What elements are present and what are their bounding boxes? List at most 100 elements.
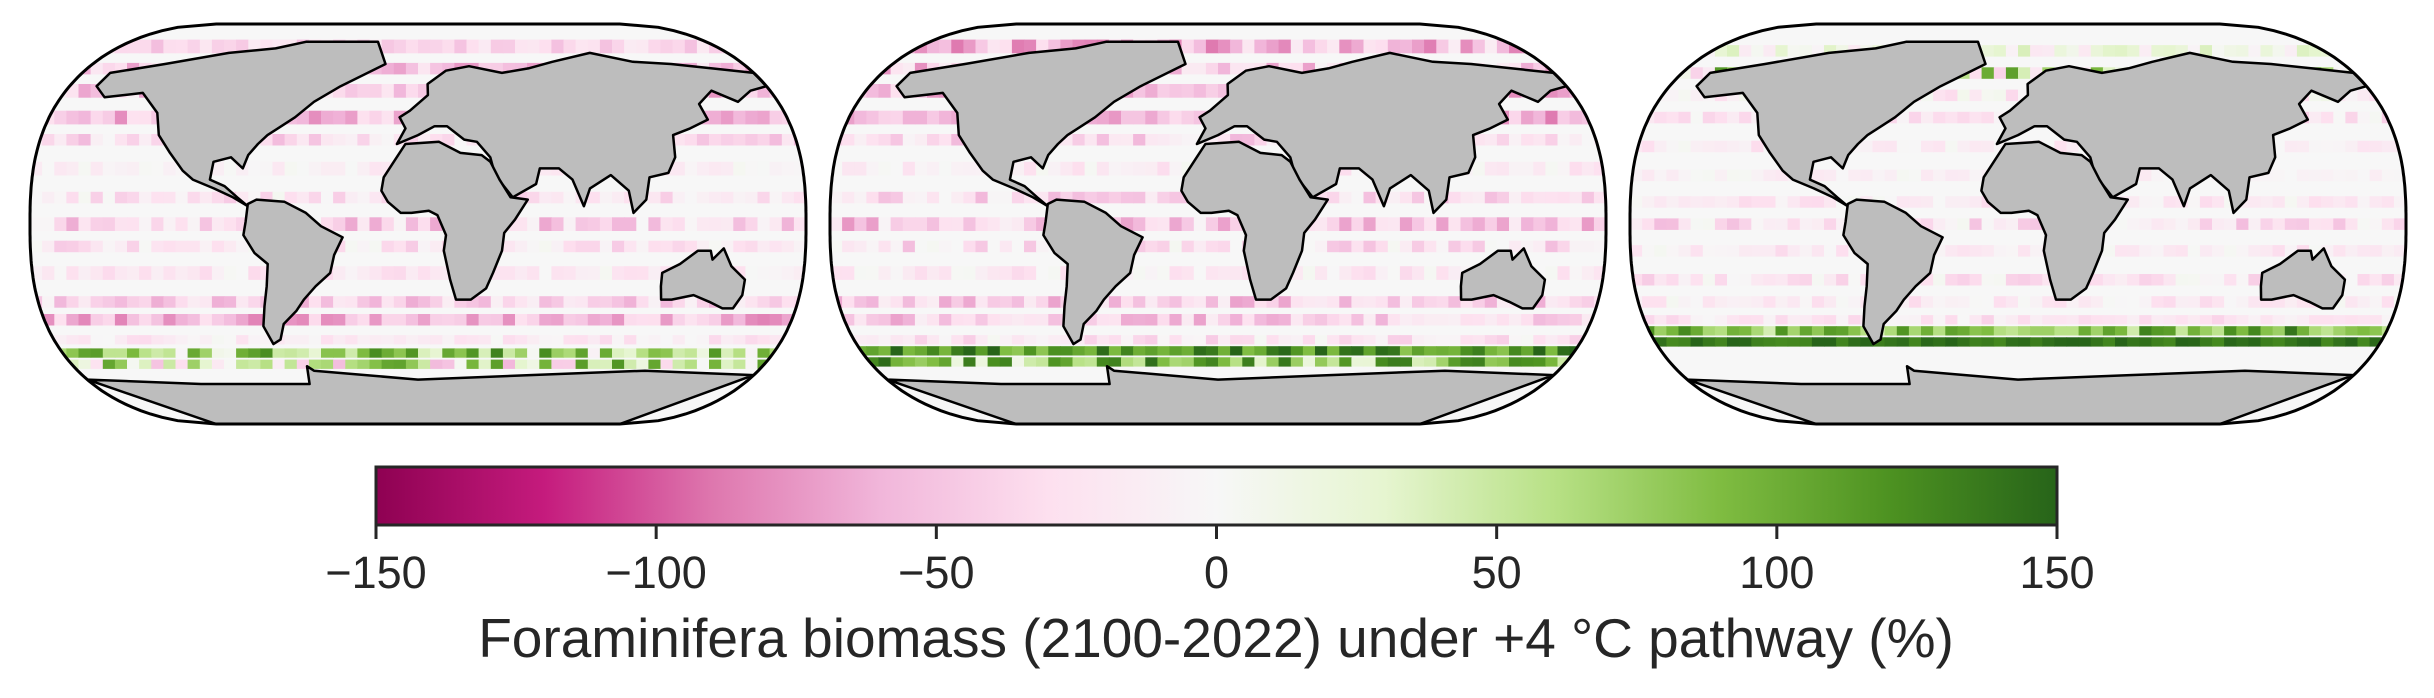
biomass-cell [1824,196,1837,208]
biomass-cell [2115,245,2128,257]
biomass-cell [781,296,795,308]
biomass-cell [684,191,698,204]
biomass-cell [163,348,177,358]
biomass-cell [1133,110,1146,125]
biomass-cell [1763,296,1777,308]
biomass-cell [1896,337,1910,347]
biomass-cell [2175,315,2189,325]
biomass-cell [1933,274,1946,286]
biomass-cell [42,296,55,308]
biomass-cell [914,62,928,75]
biomass-cell [1933,337,1946,347]
biomass-cell [1157,296,1171,308]
biomass-cell [769,266,783,280]
biomass-cell [660,314,674,326]
biomass-cell [2248,245,2262,257]
biomass-cell [127,348,140,358]
biomass-cell [587,359,601,369]
biomass-cell [163,296,177,308]
biomass-cell [1387,314,1401,326]
biomass-cell [1242,134,1255,146]
biomass-cell [599,359,613,369]
biomass-cell [2030,296,2043,308]
biomass-cell [721,191,734,204]
biomass-cell [2381,89,2395,102]
biomass-cell [1848,296,1861,308]
biomass-cell [842,357,855,367]
biomass-cell [624,335,637,345]
biomass-cell [1751,274,1764,286]
biomass-cell [430,348,443,358]
biomass-cell [1630,111,1643,124]
biomass-cell [1702,296,1716,308]
biomass-cell [405,359,419,369]
biomass-cell [781,359,795,369]
biomass-cell [975,240,989,253]
biomass-cell [175,348,189,358]
biomass-cell [1424,314,1437,326]
biomass-cell [1969,296,1983,308]
biomass-cell [418,359,431,369]
biomass-cell [1654,315,1667,325]
biomass-cell [1133,296,1146,308]
biomass-cell [2115,45,2128,57]
biomass-cell [854,39,867,54]
biomass-cell [2309,326,2322,336]
biomass-cell [1545,134,1559,146]
biomass-cell [1484,314,1498,326]
biomass-cell [1727,89,1740,102]
biomass-cell [1363,266,1377,280]
biomass-cell [2139,218,2152,230]
biomass-cell [2187,296,2201,308]
biomass-cell [54,240,67,253]
biomass-cell [2175,45,2189,57]
biomass-cell [187,348,201,358]
biomass-cell [478,296,492,308]
biomass-cell [2333,140,2346,153]
biomass-cell [1193,296,1207,308]
biomass-cell [1011,346,1025,356]
biomass-cell [1521,191,1534,204]
biomass-cell [1484,39,1498,54]
biomass-cell [563,39,577,54]
biomass-cell [1824,296,1837,308]
biomass-cell [793,335,806,345]
biomass-cell [2248,296,2262,308]
biomass-cell [502,266,516,280]
biomass-cell [1702,169,1716,182]
biomass-cell [224,161,237,176]
biomass-cell [1436,335,1449,345]
biomass-cell [418,39,431,54]
biomass-cell [1921,274,1934,286]
biomass-cell [1848,169,1861,182]
biomass-cell [1448,240,1462,253]
biomass-cell [1375,217,1389,231]
biomass-cell [66,314,80,326]
biomass-cell [393,359,407,369]
biomass-cell [211,359,225,369]
biomass-cell [1678,296,1692,308]
biomass-cell [2127,274,2140,286]
biomass-cell [1690,140,1704,153]
biomass-cell [1908,111,1922,124]
biomass-cell [527,348,540,358]
biomass-cell [2369,169,2383,182]
biomass-cell [2102,315,2116,325]
biomass-cell [502,335,516,345]
biomass-cell [927,217,940,231]
biomass-cell [1654,111,1667,124]
land-mass [1180,140,1330,301]
biomass-cell [1193,62,1207,75]
biomass-cell [90,240,104,253]
biomass-cell [1387,39,1401,54]
biomass-cell [1945,196,1958,208]
biomass-cell [830,335,843,345]
biomass-cell [66,134,80,146]
biomass-cell [2139,326,2152,336]
biomass-cell [1860,140,1874,153]
biomass-cell [114,240,128,253]
biomass-cell [199,348,213,358]
biomass-cell [1593,62,1606,75]
biomass-cell [1642,274,1655,286]
